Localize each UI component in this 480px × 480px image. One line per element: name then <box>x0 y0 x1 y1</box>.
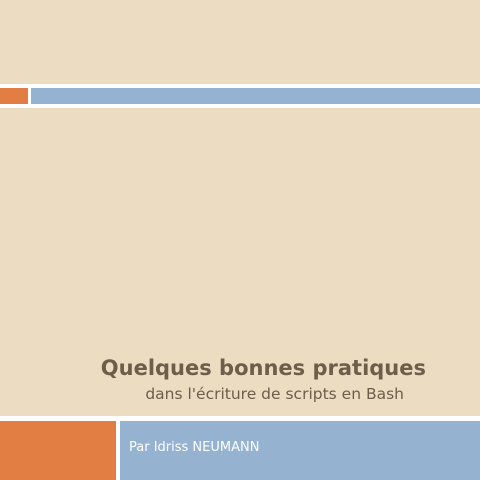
top-orange-accent-bar <box>0 88 28 104</box>
slide-subtitle: dans l'écriture de scripts en Bash <box>145 385 404 403</box>
bottom-blue-accent-block <box>120 421 480 480</box>
bottom-orange-accent-block <box>0 421 116 480</box>
slide-title: Quelques bonnes pratiques <box>100 356 426 380</box>
author-line: Par Idriss NEUMANN <box>129 440 260 455</box>
top-blue-accent-bar <box>31 88 480 104</box>
